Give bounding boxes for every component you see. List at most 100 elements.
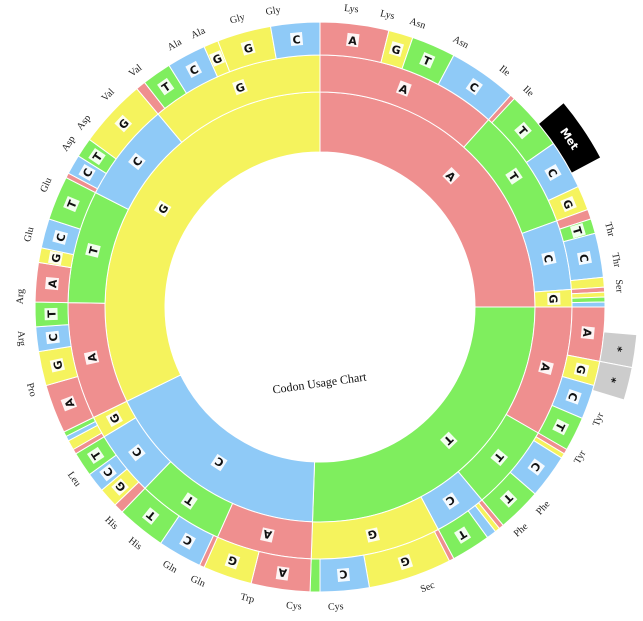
base-label-background	[105, 410, 123, 428]
base-label-background	[179, 532, 196, 550]
ring-third-base-label: C	[565, 390, 580, 402]
base-label-background	[346, 32, 360, 48]
base-label-background	[111, 478, 129, 496]
amino-acid-label: Val	[127, 62, 144, 79]
base-label-background	[580, 326, 595, 340]
base-label-background	[209, 50, 226, 67]
base-label-background	[128, 443, 146, 462]
ring-third-base-label: C	[339, 567, 348, 581]
base-label-background	[397, 554, 414, 571]
base-label-background	[569, 223, 586, 239]
base-label-background	[527, 458, 546, 476]
ring-third-base-label: G	[399, 554, 412, 569]
ring-second-base-label: T	[87, 245, 102, 256]
amino-acid-label: Gly	[265, 5, 282, 18]
base-label-background	[88, 147, 106, 166]
ring-third-base-label: A	[277, 565, 288, 579]
base-label-background	[419, 51, 436, 69]
ring-third-base-label: T	[570, 225, 585, 236]
ring-third-base-label: G	[226, 553, 239, 568]
base-label-background	[49, 357, 66, 373]
amino-acid-label: Ser	[613, 279, 625, 294]
ring-third-base-label: G	[242, 41, 254, 56]
amino-acid-label: Lys	[344, 3, 360, 15]
amino-acid-label: Arg	[15, 289, 27, 305]
amino-acid-label: Cys	[328, 601, 344, 613]
ring-third-base-label: C	[47, 333, 61, 342]
amino-acid-label: Phe	[512, 521, 531, 540]
stop-codon-marker	[591, 360, 633, 401]
base-label-background	[547, 292, 561, 306]
base-label-background	[505, 167, 523, 185]
amino-acid-label: His	[126, 535, 144, 552]
ring-third-base-label: A	[348, 34, 359, 48]
base-label-background	[440, 431, 458, 450]
base-label-background	[48, 250, 63, 266]
amino-acid-label: Ile	[520, 84, 536, 100]
amino-acid-label: Thr	[602, 221, 617, 238]
base-label-background	[544, 164, 562, 181]
base-label-background	[577, 250, 592, 266]
base-label-background	[442, 492, 460, 510]
base-label-background	[240, 39, 256, 56]
base-label-background	[454, 526, 472, 544]
base-label-background	[52, 229, 68, 245]
amino-acid-label: Leu	[65, 470, 83, 489]
base-label-background	[45, 277, 60, 291]
base-label-background	[395, 80, 412, 97]
amino-acid-label: Ala	[166, 36, 184, 53]
amino-acid-label: Val	[100, 86, 117, 103]
stop-codon-label: *	[605, 375, 619, 384]
base-label-background	[232, 78, 248, 96]
base-label-background	[85, 242, 101, 258]
base-label-background	[365, 527, 380, 543]
special-codon-markers: Met**	[537, 101, 638, 401]
amino-acid-label: Asn	[451, 34, 470, 51]
base-label-background	[141, 507, 160, 525]
amino-acid-label: Trp	[239, 592, 255, 606]
base-label-background	[290, 32, 304, 47]
base-label-background	[83, 350, 100, 365]
amino-acid-label: Arg	[15, 330, 28, 346]
base-label-background	[538, 360, 554, 376]
chart-title: Codon Usage Chart	[272, 369, 368, 396]
ring-third-segment	[571, 301, 606, 308]
base-label-background	[185, 60, 203, 79]
base-label-background	[260, 527, 275, 543]
ring-third-base-label: C	[292, 33, 301, 47]
base-label-background	[63, 196, 80, 213]
amino-acid-label: Gly	[229, 12, 246, 27]
ring-third-base-label: T	[45, 310, 58, 318]
ring-third-segment	[309, 558, 321, 593]
ring-second-base-label: G	[546, 294, 559, 303]
base-label-background	[78, 164, 96, 181]
amino-acid-label: Phe	[534, 498, 553, 517]
base-label-background	[275, 566, 290, 581]
amino-acid-label: Tyr	[572, 448, 589, 466]
base-label-background	[45, 330, 60, 345]
amino-acid-label: Cys	[286, 600, 303, 612]
ring-third-base-label: C	[576, 253, 590, 263]
amino-acid-label: Glu	[38, 176, 54, 194]
base-label-background	[114, 114, 133, 133]
base-label-background	[552, 418, 570, 436]
base-label-background	[442, 166, 461, 185]
stop-codon-label: *	[611, 345, 625, 353]
base-label-background	[224, 553, 241, 570]
amino-acid-label: Asp	[75, 113, 94, 132]
amino-acid-label: Thr	[609, 252, 622, 269]
ring-second-base-label: C	[541, 253, 555, 264]
start-codon-marker	[537, 101, 602, 174]
ring-third-base-label: C	[54, 232, 69, 243]
amino-acid-label: Tyr	[591, 411, 607, 428]
base-label-background	[99, 463, 117, 482]
base-label-background	[128, 152, 146, 171]
amino-acid-label: Pro	[24, 382, 38, 398]
ring-second-base-label: A	[538, 362, 553, 374]
amino-acid-label: Sec	[419, 580, 437, 596]
base-label-background	[86, 446, 105, 465]
amino-acid-label: Ala	[189, 25, 207, 41]
ring-second-base-label: G	[234, 80, 247, 95]
base-label-background	[210, 453, 228, 472]
